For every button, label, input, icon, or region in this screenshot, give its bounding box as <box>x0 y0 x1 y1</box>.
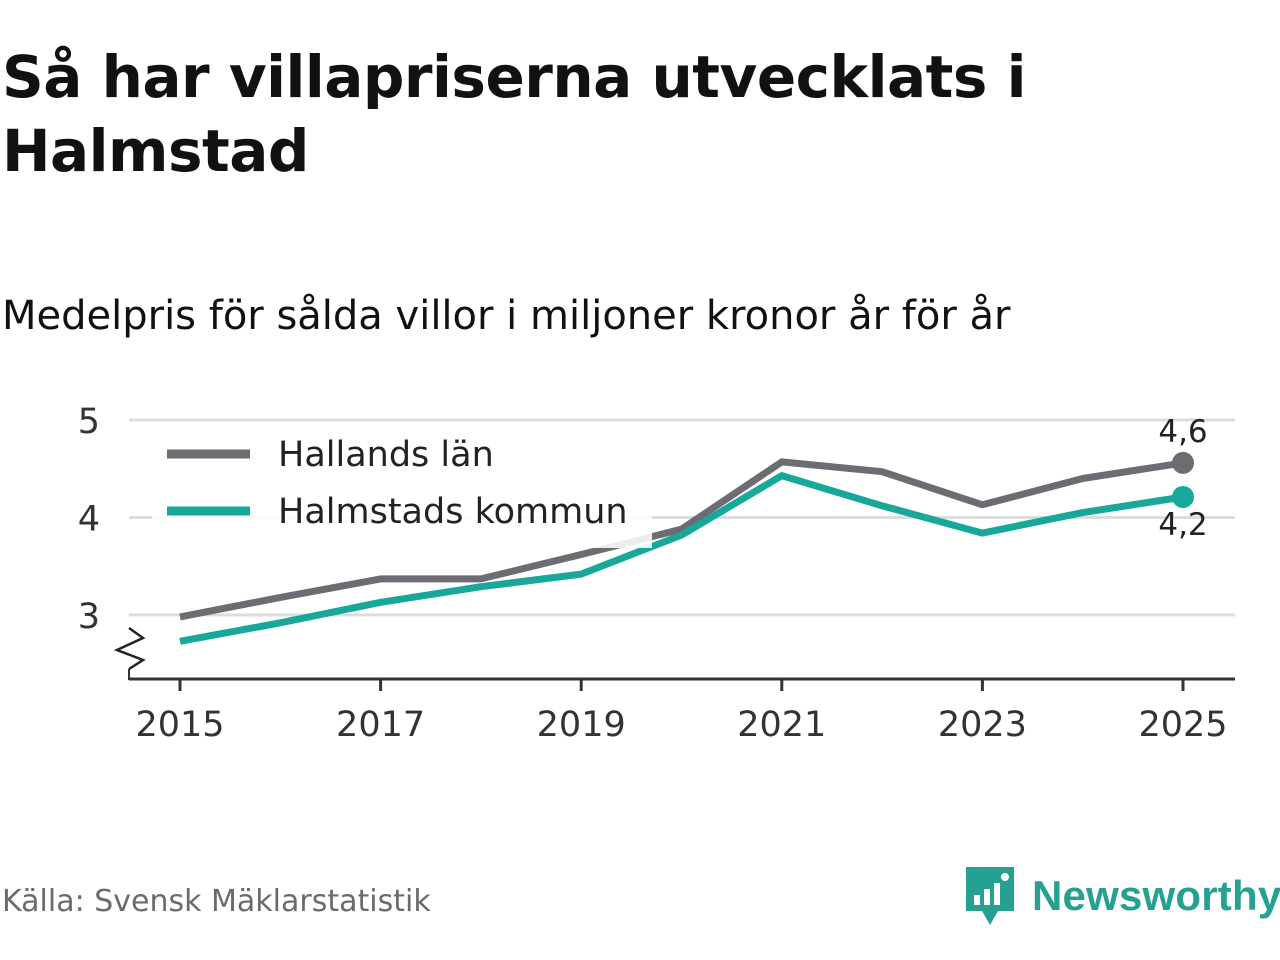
series-end-point-1 <box>1172 451 1194 474</box>
y-tick-label: 5 <box>78 402 100 442</box>
newsworthy-logo-icon <box>966 867 1014 925</box>
legend-box <box>152 422 652 548</box>
x-tick-label: 2021 <box>737 705 826 745</box>
brand-name: Newsworthy <box>1032 872 1280 919</box>
end-value-label-2: 4,2 <box>1158 507 1207 543</box>
series-end-point-2 <box>1172 486 1194 509</box>
axes: 3 4 5 2015 2017 2019 2021 2023 2025 <box>78 402 1235 745</box>
newsworthy-brand: Newsworthy <box>964 864 1280 928</box>
legend-label-2: Halmstads kommun <box>278 492 628 532</box>
chart-subtitle: Medelpris för sålda villor i miljoner kr… <box>2 293 1011 339</box>
legend: Hallands län Halmstads kommun <box>152 422 652 548</box>
legend-label-1: Hallands län <box>278 435 494 475</box>
y-tick-label: 4 <box>78 500 100 540</box>
y-tick-label: 3 <box>78 597 100 637</box>
end-value-label-1: 4,6 <box>1158 414 1207 450</box>
series-line-2 <box>179 472 1184 645</box>
x-tick-label: 2017 <box>336 705 425 745</box>
x-tick-label: 2023 <box>938 705 1027 745</box>
chart-title: Så har villapriserna utvecklats i Halmst… <box>2 43 1026 185</box>
source-note: Källa: Svensk Mäklarstatistik <box>2 884 431 919</box>
series-lines <box>179 451 1194 645</box>
x-tick-label: 2019 <box>537 705 626 745</box>
x-tick-label: 2015 <box>135 705 224 745</box>
end-labels: 4,6 4,2 <box>1158 414 1207 543</box>
x-tick-label: 2025 <box>1138 705 1227 745</box>
series-line-1 <box>179 458 1184 621</box>
axis-break-icon <box>113 626 146 671</box>
line-chart: 3 4 5 2015 2017 2019 2021 2023 2025 Hallands län… <box>78 402 1235 745</box>
